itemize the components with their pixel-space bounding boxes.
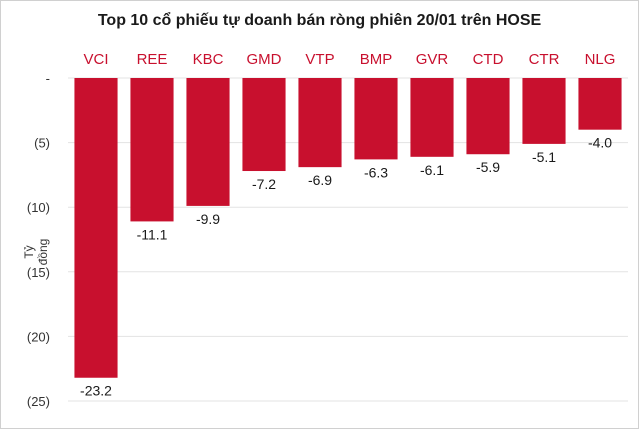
data-label-ree: -11.1: [137, 226, 168, 242]
bar-vtp: [298, 78, 342, 168]
y-tick-label-0: -: [46, 71, 50, 86]
category-label-ctr: CTR: [529, 51, 560, 68]
bar-ree: [130, 78, 174, 222]
bar-kbc: [186, 78, 230, 206]
bar-vci: [74, 78, 118, 378]
bars: [74, 78, 622, 378]
category-label-kbc: KBC: [193, 51, 224, 68]
data-label-vci: -23.2: [80, 383, 112, 399]
bar-ctd: [466, 78, 510, 155]
bar-ctr: [522, 78, 566, 144]
category-label-gmd: GMD: [247, 51, 282, 68]
data-label-kbc: -9.9: [196, 211, 220, 227]
category-label-vci: VCI: [83, 51, 108, 68]
y-tick-label-2: (10): [27, 200, 50, 215]
y-tick-label-1: (5): [34, 136, 50, 151]
category-labels: VCI REE KBC GMD VTP BMP GVR CTD CTR NLG: [83, 51, 615, 68]
y-tick-label-5: (25): [27, 394, 50, 409]
category-label-vtp: VTP: [305, 51, 334, 68]
data-label-ctd: -5.9: [476, 159, 500, 175]
bar-nlg: [578, 78, 622, 130]
category-label-bmp: BMP: [360, 51, 393, 68]
y-tick-label-3: (15): [27, 265, 50, 280]
data-labels: -23.2 -11.1 -9.9 -7.2 -6.9 -6.3 -6.1 -5.9 -5.1 -4…: [80, 135, 612, 399]
data-label-gmd: -7.2: [252, 176, 276, 192]
y-tick-label-4: (20): [27, 329, 50, 344]
data-label-vtp: -6.9: [308, 172, 332, 188]
y-axis-ticks: - (5) (10) (15) (20) (25): [27, 71, 50, 409]
chart-title: Top 10 cổ phiếu tự doanh bán ròng phiên …: [97, 12, 542, 29]
category-label-gvr: GVR: [416, 51, 449, 68]
bar-bmp: [354, 78, 398, 160]
data-label-bmp: -6.3: [364, 164, 388, 180]
category-label-ctd: CTD: [473, 51, 504, 68]
data-label-ctr: -5.1: [532, 149, 556, 165]
bar-gvr: [410, 78, 454, 157]
data-label-gvr: -6.1: [420, 162, 444, 178]
data-label-nlg: -4.0: [588, 135, 612, 151]
bar-gmd: [242, 78, 286, 172]
category-label-ree: REE: [137, 51, 168, 68]
category-label-nlg: NLG: [585, 51, 616, 68]
